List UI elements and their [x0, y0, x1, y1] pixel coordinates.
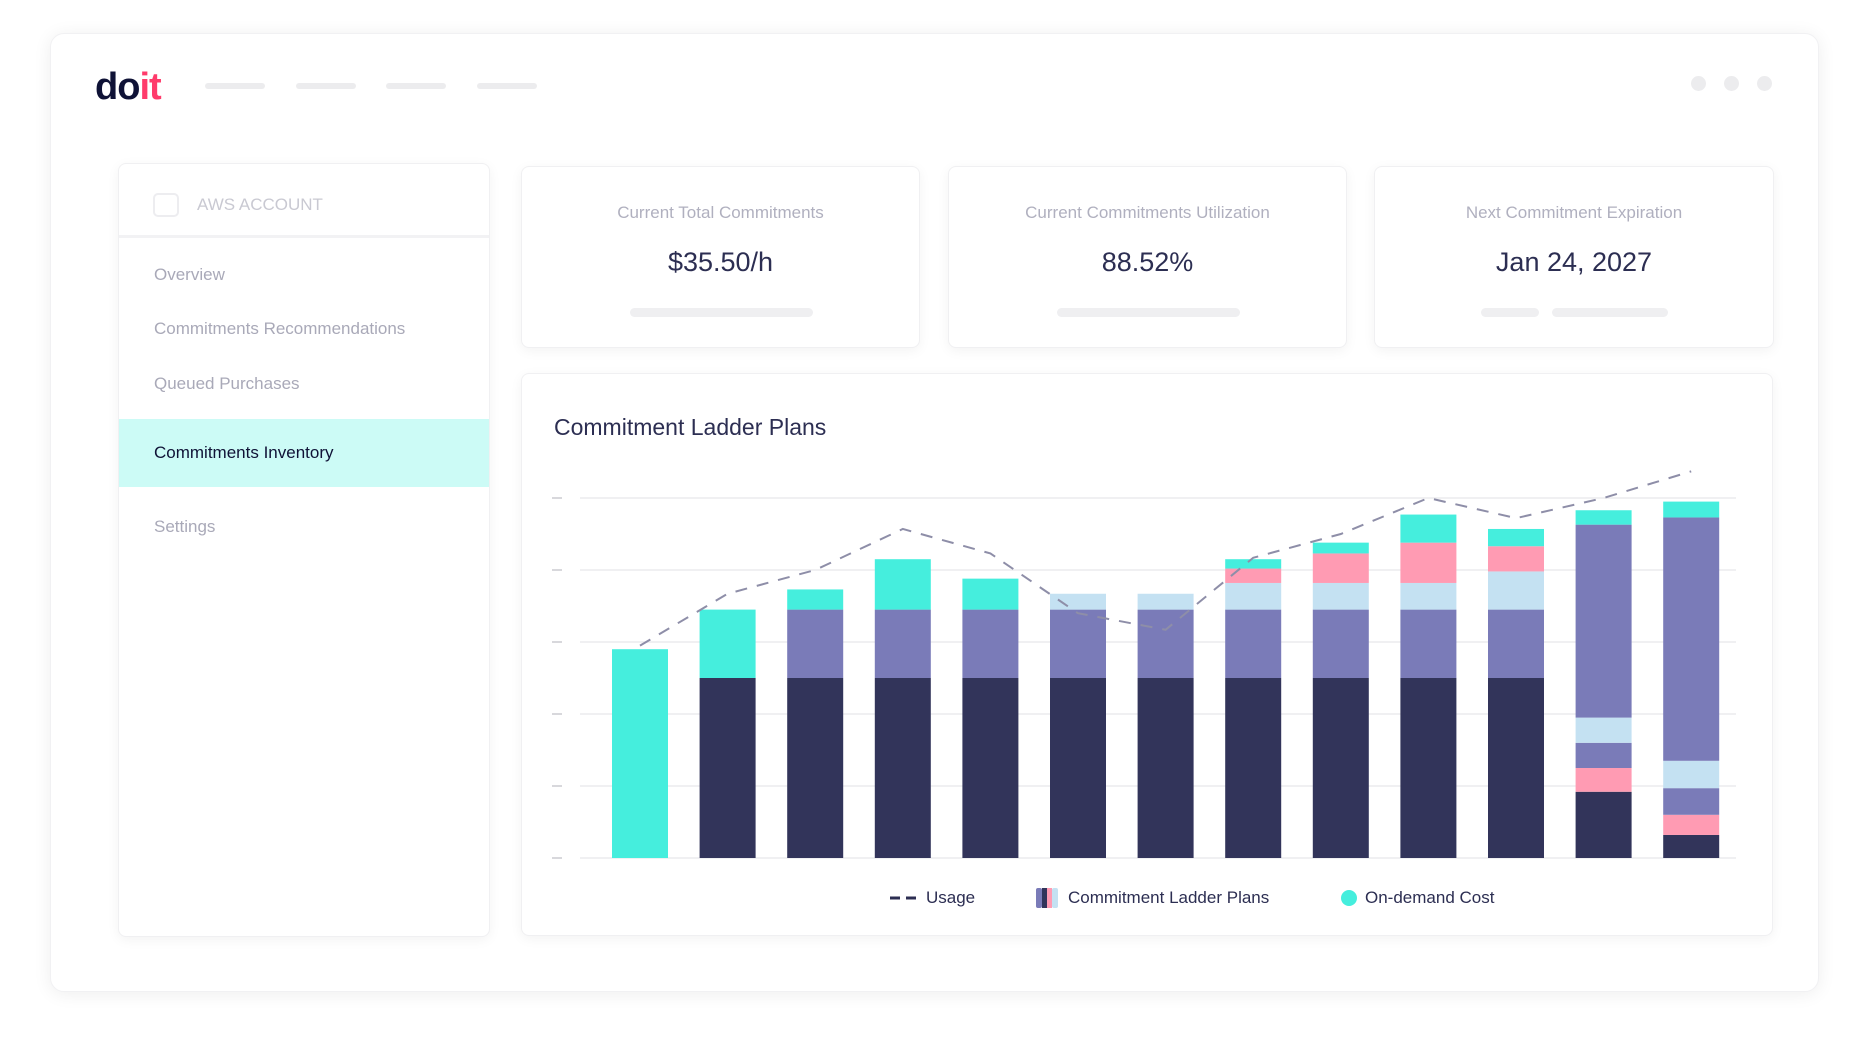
bar-segment-dark: [1575, 791, 1632, 858]
placeholder-bar: [1552, 308, 1668, 317]
bar-segment-purple: [1663, 517, 1720, 761]
account-label: AWS ACCOUNT: [197, 195, 323, 214]
logo-text: do: [95, 66, 140, 108]
bar-segment-dark: [1312, 678, 1369, 858]
placeholder-bar: [1481, 308, 1539, 317]
sidebar: AWS ACCOUNT Overview Commitments Recomme…: [118, 163, 490, 937]
stat-value: Jan 24, 2027: [1495, 247, 1653, 277]
bar-segment-purple: [1312, 609, 1369, 678]
bar-segment-dark: [1137, 678, 1194, 858]
nav-placeholder[interactable]: [386, 83, 446, 89]
multi-color-bar-icon: [1036, 888, 1058, 908]
bar-segment-pink: [1488, 546, 1544, 572]
bar-segment-dark: [962, 678, 1019, 858]
account-checkbox[interactable]: [153, 193, 179, 217]
stat-total-commitments: Current Total Commitments $35.50/h: [521, 166, 920, 348]
bar-segment-teal: [874, 559, 931, 610]
stat-utilization: Current Commitments Utilization 88.52%: [948, 166, 1347, 348]
bar-segment-pink: [1400, 542, 1457, 583]
bar-segment-dark: [874, 678, 931, 858]
legend-on-demand[interactable]: On-demand Cost: [1341, 888, 1494, 908]
bar-segment-dark: [1663, 834, 1720, 858]
dashed-line-icon: [890, 896, 918, 900]
sidebar-item-overview[interactable]: Overview: [154, 265, 225, 284]
bar-segment-pink: [1575, 768, 1632, 792]
bar-segment-purple: [1575, 524, 1632, 718]
legend-ladder-plans[interactable]: Commitment Ladder Plans: [1036, 888, 1269, 908]
legend-label: Commitment Ladder Plans: [1068, 888, 1270, 907]
stat-value: $35.50/h: [667, 247, 774, 277]
chart-title: Commitment Ladder Plans: [554, 414, 827, 440]
bar-segment-light-blue: [1575, 717, 1632, 743]
stat-label: Current Commitments Utilization: [1025, 203, 1270, 222]
nav-placeholder[interactable]: [205, 83, 265, 89]
bar-segment-light-blue: [1400, 582, 1457, 610]
placeholder-bar: [630, 308, 813, 317]
logo-text-accent: it: [139, 66, 161, 108]
bar-segment-purple: [1137, 609, 1194, 678]
bar-segment-light-blue: [1488, 571, 1544, 610]
bar-segment-dark: [1050, 678, 1106, 858]
stat-label: Next Commitment Expiration: [1465, 203, 1683, 222]
bar-segment-purple: [962, 609, 1019, 678]
window-dot[interactable]: [1691, 76, 1706, 91]
bar-segment-purple: [874, 609, 931, 678]
placeholder-bar: [1057, 308, 1240, 317]
legend-label: Usage: [926, 888, 976, 907]
bar-segment-purple: [1400, 609, 1457, 678]
sidebar-item-settings[interactable]: Settings: [154, 517, 216, 536]
teal-dot-icon: [1341, 890, 1357, 906]
bar-segment-light-blue: [1663, 760, 1720, 789]
bar-segment-purple: [787, 609, 844, 678]
bar-segment-teal: [1488, 528, 1544, 547]
bar-segment-teal: [612, 649, 668, 858]
bar-segment-purple: [1575, 742, 1632, 768]
doit-logo[interactable]: doit: [95, 66, 162, 109]
bar-segment-dark: [1225, 678, 1282, 858]
bar-segment-purple: [1225, 609, 1282, 678]
bar-segment-purple: [1050, 609, 1106, 678]
nav-placeholder[interactable]: [296, 83, 356, 89]
bar-segment-teal: [962, 578, 1019, 610]
legend-label: On-demand Cost: [1365, 888, 1495, 907]
bar-segment-light-blue: [1312, 582, 1369, 610]
bar-segment-teal: [1663, 501, 1720, 518]
sidebar-item-recommendations[interactable]: Commitments Recommendations: [154, 319, 406, 338]
bar-segment-dark: [787, 678, 844, 858]
bar-segment-teal: [1312, 542, 1369, 554]
bar-segment-light-blue: [1137, 593, 1194, 610]
bar-segment-teal: [1575, 510, 1632, 525]
bar-segment-purple: [1663, 788, 1720, 815]
bar-segment-teal: [1225, 559, 1282, 569]
bar-segment-pink: [1225, 568, 1282, 583]
bar-segment-light-blue: [1225, 582, 1282, 610]
bar-segment-teal: [787, 589, 844, 610]
window-dot[interactable]: [1757, 76, 1772, 91]
bar-segment-teal: [699, 609, 756, 678]
sidebar-item-queued-purchases[interactable]: Queued Purchases: [154, 374, 300, 393]
bar-segment-teal: [1400, 514, 1457, 543]
bar-segment-purple: [1488, 609, 1544, 678]
bar-segment-light-blue: [1050, 593, 1106, 610]
bar-segment-dark: [1400, 678, 1457, 858]
stat-next-expiration: Next Commitment Expiration Jan 24, 2027: [1374, 166, 1774, 348]
sidebar-item-inventory[interactable]: Commitments Inventory: [119, 419, 489, 487]
stat-value: 88.52%: [1101, 247, 1194, 277]
window-dot[interactable]: [1724, 76, 1739, 91]
bar-segment-dark: [699, 678, 756, 858]
account-selector[interactable]: AWS ACCOUNT: [119, 164, 489, 238]
bar-segment-pink: [1663, 814, 1720, 835]
stat-label: Current Total Commitments: [617, 203, 824, 222]
legend-usage[interactable]: Usage: [890, 888, 975, 908]
bar-segment-dark: [1488, 678, 1544, 858]
bar-segment-pink: [1312, 553, 1369, 583]
usage-line: [639, 470, 1692, 647]
nav-placeholder[interactable]: [477, 83, 537, 89]
